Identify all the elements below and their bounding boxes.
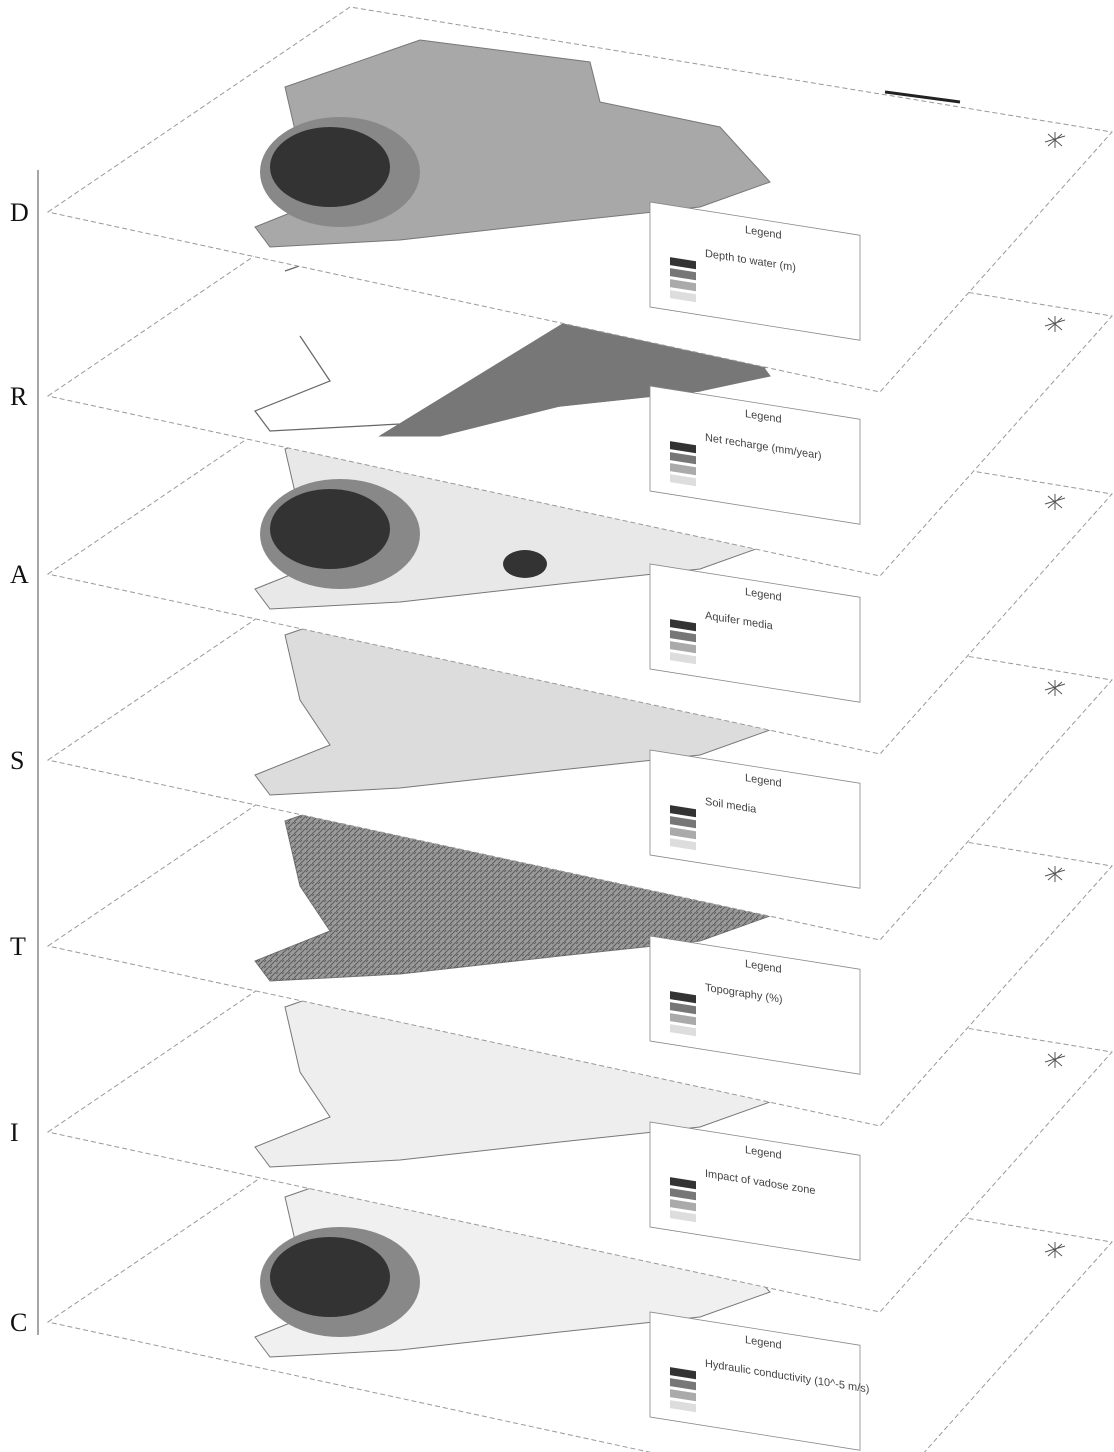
layer-letter: T <box>10 932 26 961</box>
layer-letter: D <box>10 198 29 227</box>
figure: LegendHydraulic conductivity (10^-5 m/s)… <box>0 0 1114 1452</box>
layer-letter: I <box>10 1118 19 1147</box>
zone-core <box>270 489 390 569</box>
zone-core <box>270 127 390 207</box>
layer-letter: R <box>10 382 28 411</box>
zone-core <box>270 1237 390 1317</box>
zone-core <box>503 550 547 578</box>
layer-letter: C <box>10 1308 27 1337</box>
layer-letter: S <box>10 746 24 775</box>
layer-letter: A <box>10 560 29 589</box>
